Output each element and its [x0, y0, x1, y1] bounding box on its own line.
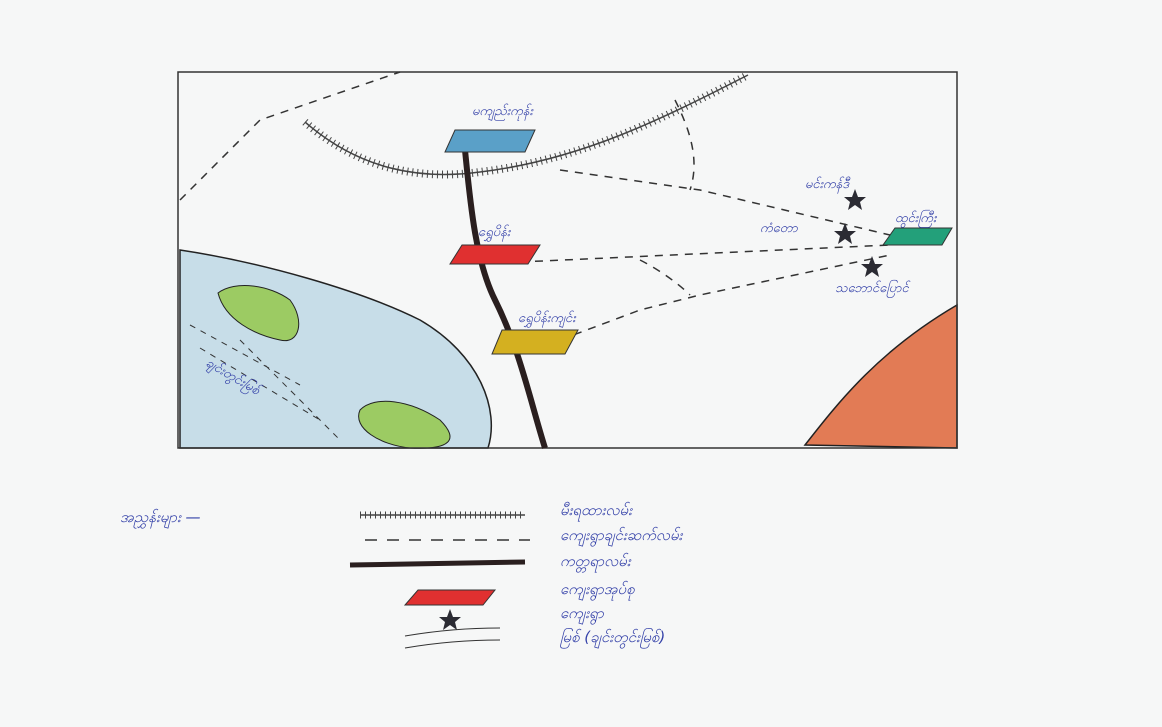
place-label: မင်းကန်ဒီ [805, 176, 851, 194]
page: မကျည်းကုန်း ရွှေပိန်း ရွှေပိန်းကျင်း ထွင… [0, 0, 1162, 727]
place-label: မကျည်းကုန်း [472, 103, 535, 121]
legend-title: အညွှန်းများ — [120, 508, 201, 529]
legend-main-road [350, 562, 525, 565]
place-label: သဘောင်ပြောင် [835, 279, 911, 298]
place-label: ရွှေပိန်းကျင်း [518, 310, 577, 328]
village-group [492, 330, 578, 354]
map-page: မကျည်းကုန်း ရွှေပိန်း ရွှေပိန်းကျင်း ထွင… [0, 0, 1162, 727]
village-group [445, 130, 535, 152]
legend-label: ကျေးရွာ [560, 604, 605, 625]
village-group [883, 228, 952, 245]
place-label: ကံတော [760, 221, 798, 236]
legend-label: ကတ္တရာလမ်း [560, 552, 632, 573]
village-group [450, 245, 540, 264]
legend-label: ကျေးရွာချင်းဆက်လမ်း [560, 526, 684, 547]
place-label: ထွင်းကြီး [895, 209, 938, 228]
place-label: ရွှေပိန်း [478, 224, 512, 242]
legend-village-group [405, 590, 495, 605]
legend-label: မြစ် (ချင်းတွင်းမြစ်) [560, 628, 665, 649]
legend-label: ကျေးရွာအုပ်စု [560, 580, 635, 601]
legend-label: မီးရထားလမ်း [560, 501, 633, 522]
